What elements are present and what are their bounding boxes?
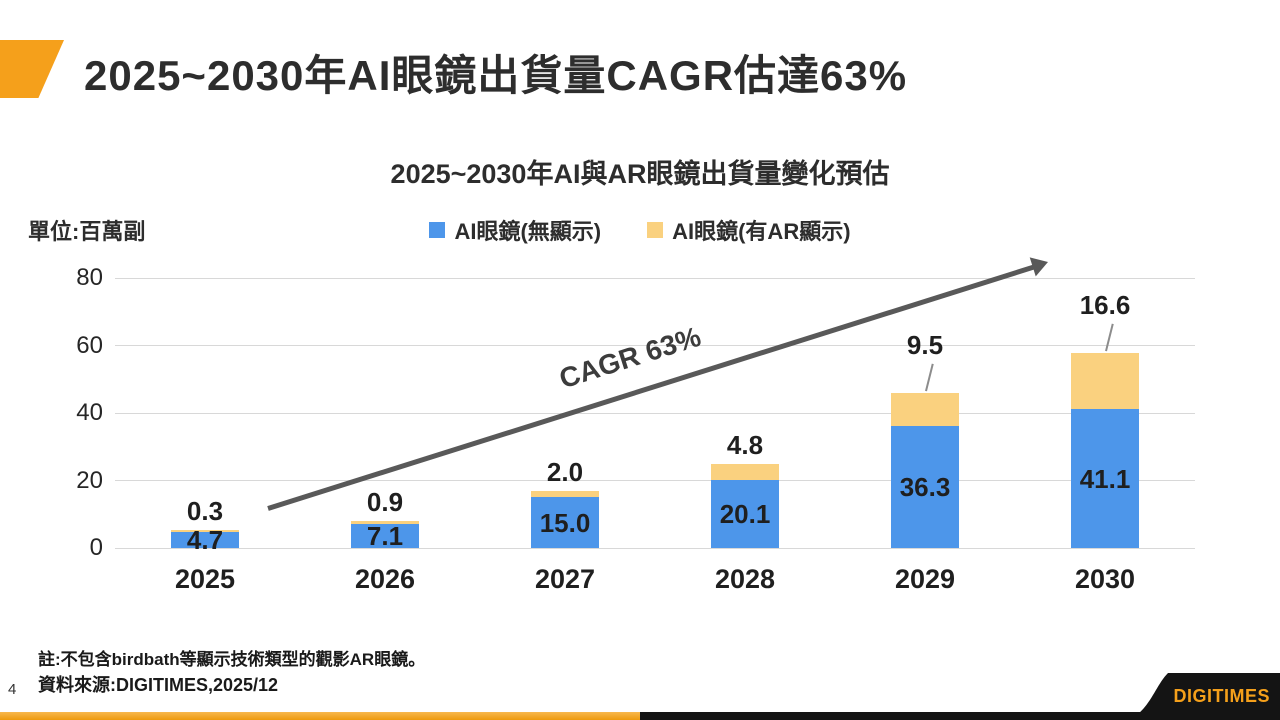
arrow-head-icon [1029, 252, 1051, 277]
y-axis-tick-60: 60 [76, 331, 103, 359]
legend-item-ai-glasses-no-display: AI眼鏡(無顯示) [429, 214, 601, 246]
bar-segment-ar-display-2028 [711, 463, 779, 481]
value-label-no-display-2025: 4.7 [186, 525, 224, 556]
bar-2030: 41.1 16.6 [1071, 278, 1139, 548]
gridline-60 [115, 345, 1195, 346]
value-label-no-display-2028: 20.1 [719, 499, 771, 530]
gridline-80 [115, 277, 1195, 279]
gridline-0 [115, 547, 1195, 549]
bar-2027: 15.0 2.0 [531, 278, 599, 548]
footnote: 註:不包含birdbath等顯示技術類型的觀影AR眼鏡。 [38, 650, 426, 669]
value-label-ar-display-2028: 4.8 [726, 429, 764, 460]
value-label-ar-display-2027: 2.0 [546, 456, 584, 487]
y-axis-tick-0: 0 [89, 534, 103, 561]
source-line: 資料來源:DIGITIMES,2025/12 [38, 675, 279, 695]
label-leader-line-2029 [925, 364, 934, 392]
bar-segment-ar-display-2029 [891, 393, 959, 426]
digitimes-logo: DIGITIMES [1173, 686, 1270, 706]
bar-2025: 4.7 0.3 [171, 278, 239, 554]
bar-segment-ar-display-2030 [1071, 353, 1139, 410]
x-axis-label-2029: 2029 [894, 564, 956, 594]
title-accent-parallelogram [0, 40, 64, 98]
x-axis-label-2026: 2026 [354, 564, 416, 594]
bar-segment-no-display-2027 [531, 497, 599, 548]
footer-strip-orange [0, 712, 640, 720]
legend-swatch-yellow [647, 222, 664, 238]
bar-2028: 20.1 4.8 [711, 278, 779, 548]
unit-label: 單位:百萬副 [28, 219, 146, 244]
y-axis-tick-20: 20 [76, 466, 103, 494]
footer-logo-tab: DIGITIMES [1124, 673, 1280, 720]
page-number: 4 [8, 681, 17, 698]
bar-segment-no-display-2028 [711, 480, 779, 548]
bar-segment-ar-display-2026 [351, 521, 419, 525]
bar-segment-no-display-2025 [171, 532, 239, 548]
legend-label: AI眼鏡(無顯示) [454, 219, 602, 244]
value-label-ar-display-2025: 0.3 [186, 496, 224, 527]
value-label-no-display-2027: 15.0 [539, 507, 591, 538]
bar-segment-no-display-2029 [891, 425, 959, 548]
value-label-no-display-2030: 41.1 [1079, 463, 1131, 494]
bar-segment-no-display-2030 [1071, 409, 1139, 548]
value-label-no-display-2029: 36.3 [899, 471, 951, 502]
legend-swatch-blue [429, 222, 446, 238]
page-title: 2025~2030年AI眼鏡出貨量CAGR估達63% [84, 52, 908, 99]
value-label-ar-display-2026: 0.9 [366, 487, 404, 517]
y-axis-tick-40: 40 [76, 399, 103, 426]
chart-legend: AI眼鏡(無顯示) AI眼鏡(有AR顯示) [0, 214, 1280, 246]
legend-label: AI眼鏡(有AR顯示) [672, 219, 851, 244]
x-axis-label-2025: 2025 [174, 564, 236, 594]
chart-title: 2025~2030年AI與AR眼鏡出貨量變化預估 [390, 159, 890, 189]
bar-2029: 36.3 9.5 [891, 278, 959, 548]
x-axis-label-2027: 2027 [534, 564, 596, 594]
legend-item-ai-glasses-ar-display: AI眼鏡(有AR顯示) [647, 214, 851, 246]
value-label-ar-display-2030: 16.6 [1079, 290, 1131, 321]
label-leader-line-2030 [1105, 323, 1114, 352]
bar-segment-no-display-2026 [351, 524, 419, 548]
x-axis-label-2028: 2028 [714, 564, 776, 594]
value-label-no-display-2026: 7.1 [366, 521, 404, 552]
plot-area: 0 20 40 60 80 4.7 0.3 2025 7.1 0.9 2026 15.0 2.0 2027… [76, 264, 1195, 594]
gridline-40 [115, 412, 1195, 414]
y-axis-tick-80: 80 [76, 264, 103, 291]
bar-segment-ar-display-2025 [171, 530, 239, 533]
value-label-ar-display-2029: 9.5 [906, 330, 944, 361]
x-axis-label-2030: 2030 [1074, 564, 1136, 594]
footer-strip-black [640, 712, 1280, 720]
bar-2026: 7.1 0.9 [351, 278, 419, 550]
bar-segment-ar-display-2027 [531, 490, 599, 498]
gridline-20 [115, 480, 1195, 481]
